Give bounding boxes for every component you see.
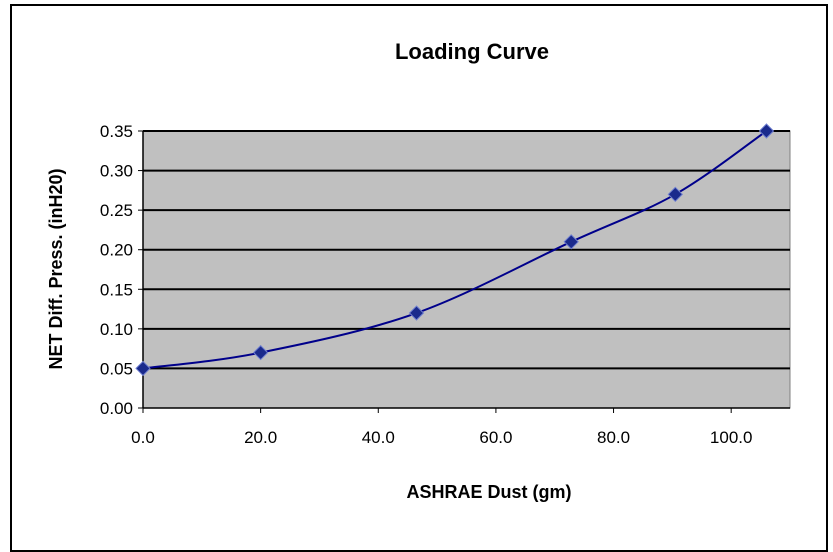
y-tick-label: 0.10 — [100, 320, 133, 339]
y-tick-label: 0.15 — [100, 280, 133, 299]
data-point — [667, 186, 684, 203]
data-point — [408, 305, 425, 321]
y-tick-label: 0.05 — [100, 359, 133, 378]
x-axis-label: ASHRAE Dust (gm) — [407, 482, 572, 502]
x-tick-label: 20.0 — [244, 428, 277, 447]
data-point — [252, 344, 269, 361]
data-point — [135, 360, 151, 377]
y-tick-label: 0.30 — [100, 162, 133, 181]
y-tick-label: 0.35 — [100, 122, 133, 141]
x-tick-label: 40.0 — [362, 428, 395, 447]
y-axis-label: NET Diff. Press. (inH20) — [46, 168, 66, 369]
y-tick-labels: 0.00 0.05 0.10 0.15 0.20 0.25 0.30 0.35 — [100, 122, 133, 418]
x-tick-label: 0.0 — [131, 428, 155, 447]
x-tick-label: 60.0 — [479, 428, 512, 447]
y-tick-label: 0.25 — [100, 201, 133, 220]
plot-area — [142, 130, 791, 409]
data-point — [563, 234, 579, 250]
data-point — [758, 123, 775, 139]
loading-curve-chart: Loading Curve 0.000.050.100.150.200.250.… — [46, 39, 791, 502]
data-markers — [135, 123, 775, 377]
x-tick-label: 80.0 — [597, 428, 630, 447]
grid-lines — [143, 130, 790, 370]
x-tick-label: 100.0 — [710, 428, 753, 447]
y-tick-label: 0.00 — [100, 399, 133, 418]
x-tick-labels: 0.0 20.0 40.0 60.0 80.0 100.0 — [131, 428, 752, 447]
y-tick-label: 0.20 — [100, 241, 133, 260]
chart-title: Loading Curve — [395, 39, 549, 64]
